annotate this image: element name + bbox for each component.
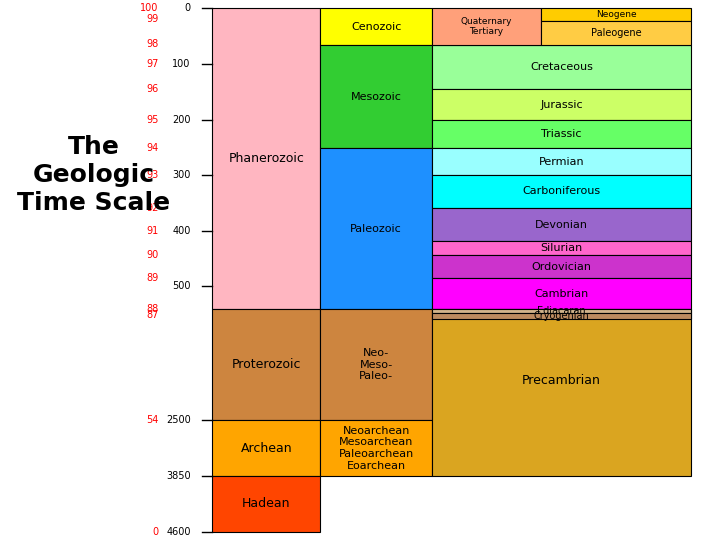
Bar — [432, 148, 691, 174]
Text: Neoarchean
Mesoarchean
Paleoarchean
Eoarchean: Neoarchean Mesoarchean Paleoarchean Eoar… — [338, 426, 414, 471]
Text: Devonian: Devonian — [535, 220, 588, 229]
Bar — [432, 45, 691, 89]
Text: Jurassic: Jurassic — [540, 99, 583, 110]
Text: 99: 99 — [146, 15, 158, 24]
Bar — [432, 278, 691, 309]
Text: Cambrian: Cambrian — [534, 289, 589, 299]
Text: Precambrian: Precambrian — [522, 374, 601, 387]
Text: 100: 100 — [140, 3, 158, 14]
Bar — [432, 120, 691, 148]
Text: 0: 0 — [184, 3, 191, 14]
Text: Paleozoic: Paleozoic — [351, 224, 402, 234]
Text: Quaternary
Tertiary: Quaternary Tertiary — [461, 17, 512, 36]
Text: Permian: Permian — [539, 157, 585, 166]
Text: 400: 400 — [172, 226, 191, 236]
Text: 4600: 4600 — [166, 526, 191, 537]
Bar — [432, 309, 691, 476]
Text: Phanerozoic: Phanerozoic — [228, 152, 305, 165]
Bar — [541, 21, 691, 45]
Text: Mesozoic: Mesozoic — [351, 92, 402, 102]
Text: 96: 96 — [146, 84, 158, 94]
Text: 89: 89 — [146, 273, 158, 283]
Text: Neo-
Meso-
Paleo-: Neo- Meso- Paleo- — [359, 348, 393, 381]
Bar — [320, 309, 432, 421]
Text: Proterozoic: Proterozoic — [232, 359, 301, 372]
Text: Archean: Archean — [240, 442, 292, 455]
Bar — [212, 476, 320, 532]
Text: 92: 92 — [146, 203, 158, 213]
Text: 87: 87 — [146, 309, 158, 320]
Text: 500: 500 — [172, 281, 191, 292]
Text: 0: 0 — [152, 526, 158, 537]
Bar — [320, 45, 432, 148]
Text: 94: 94 — [146, 144, 158, 153]
Bar — [212, 421, 320, 476]
Bar — [432, 313, 691, 319]
Bar — [320, 148, 432, 309]
Text: 98: 98 — [146, 39, 158, 50]
Text: 200: 200 — [172, 114, 191, 125]
Text: 93: 93 — [146, 170, 158, 180]
Text: Cenozoic: Cenozoic — [351, 22, 401, 32]
Text: Hadean: Hadean — [242, 497, 291, 510]
Bar — [432, 174, 691, 208]
Text: 90: 90 — [146, 250, 158, 260]
Text: Triassic: Triassic — [541, 129, 582, 139]
Text: 300: 300 — [172, 170, 191, 180]
Text: 88: 88 — [146, 304, 158, 314]
Bar — [320, 8, 432, 45]
Text: Silurian: Silurian — [541, 244, 582, 253]
Bar — [432, 241, 691, 255]
Text: 54: 54 — [146, 415, 158, 426]
Text: Cryogenian: Cryogenian — [534, 311, 590, 321]
Bar — [212, 309, 320, 421]
Bar — [432, 309, 691, 313]
Text: Neogene: Neogene — [595, 10, 636, 19]
Bar — [212, 8, 320, 309]
Text: 100: 100 — [172, 59, 191, 69]
Text: 91: 91 — [146, 226, 158, 236]
Text: Paleogene: Paleogene — [590, 28, 642, 38]
Text: Cretaceous: Cretaceous — [530, 62, 593, 72]
Bar — [432, 89, 691, 120]
Text: Ordovician: Ordovician — [531, 262, 592, 272]
Bar — [432, 255, 691, 278]
Bar — [541, 8, 691, 21]
Bar — [432, 8, 541, 45]
Text: Ediacaran: Ediacaran — [537, 306, 586, 316]
Text: 3850: 3850 — [166, 471, 191, 481]
Text: Carboniferous: Carboniferous — [523, 186, 600, 197]
Bar — [432, 208, 691, 241]
Text: The
Geologic
Time Scale: The Geologic Time Scale — [17, 136, 170, 215]
Text: 95: 95 — [146, 114, 158, 125]
Text: 97: 97 — [146, 59, 158, 69]
Text: 2500: 2500 — [166, 415, 191, 426]
Bar — [320, 421, 432, 476]
